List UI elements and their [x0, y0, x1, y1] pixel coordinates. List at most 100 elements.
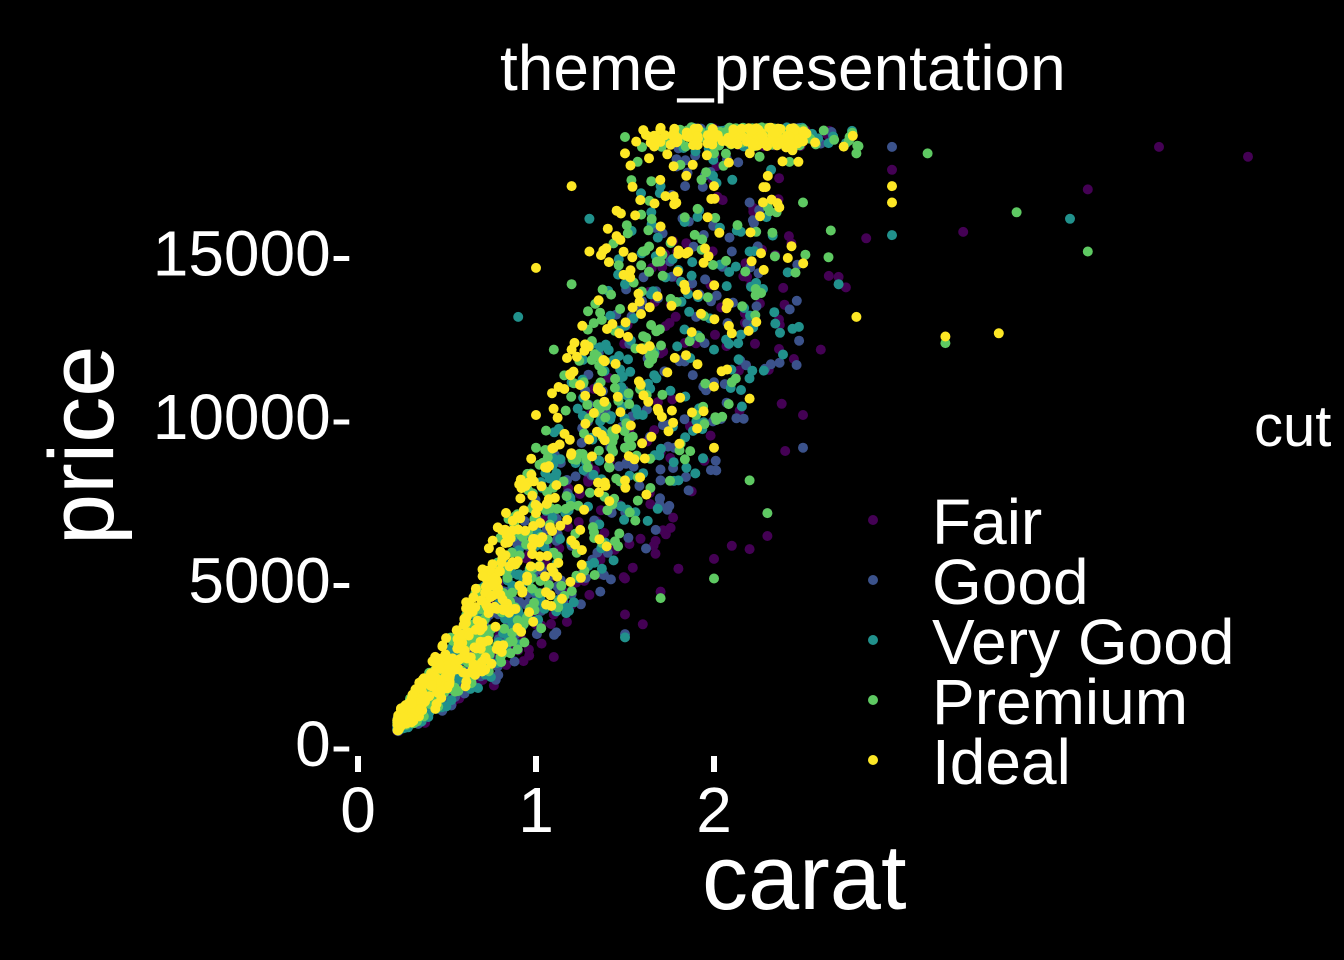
point-premium	[1082, 246, 1093, 257]
point-premium	[851, 148, 862, 159]
point-ideal	[530, 499, 541, 510]
point-ideal	[687, 407, 697, 418]
point-ideal	[659, 130, 670, 141]
point-ideal	[672, 266, 683, 277]
point-very-good	[555, 534, 565, 544]
point-ideal	[428, 671, 439, 682]
point-premium	[541, 425, 551, 436]
point-ideal	[758, 197, 768, 208]
point-ideal	[453, 638, 464, 649]
point-ideal	[620, 482, 631, 493]
point-very-good	[588, 469, 599, 480]
point-ideal	[709, 280, 720, 291]
point-ideal	[579, 504, 590, 515]
point-premium	[646, 320, 657, 330]
point-ideal	[562, 514, 573, 525]
point-premium	[646, 176, 657, 187]
point-very-good	[594, 455, 605, 466]
point-ideal	[580, 390, 591, 401]
point-premium	[726, 377, 737, 388]
point-ideal	[587, 451, 597, 462]
point-good	[679, 414, 690, 425]
point-very-good	[655, 443, 666, 454]
point-premium	[615, 304, 626, 314]
point-premium	[536, 623, 547, 634]
point-premium	[584, 487, 595, 498]
point-good	[784, 304, 795, 315]
point-premium	[825, 225, 836, 236]
point-ideal	[674, 438, 685, 449]
point-premium	[636, 260, 647, 271]
point-ideal	[395, 704, 406, 715]
point-premium	[609, 382, 620, 393]
point-ideal	[698, 406, 709, 417]
point-ideal	[774, 202, 785, 213]
point-ideal	[625, 420, 636, 431]
legend-item-ideal: Ideal	[860, 730, 1300, 794]
point-fair	[1082, 184, 1093, 195]
point-ideal	[430, 703, 441, 714]
point-very-good	[649, 370, 660, 381]
point-ideal	[480, 664, 491, 675]
point-ideal	[584, 246, 595, 257]
point-ideal	[565, 370, 576, 381]
point-premium	[577, 449, 588, 459]
point-ideal	[495, 589, 506, 600]
point-premium	[700, 378, 711, 389]
point-very-good	[747, 365, 758, 376]
point-ideal	[726, 328, 737, 339]
point-ideal	[683, 132, 694, 142]
point-ideal	[692, 359, 703, 370]
point-premium	[621, 220, 632, 231]
point-premium	[708, 260, 718, 270]
point-ideal	[493, 640, 504, 651]
legend-label-ideal: Ideal	[932, 726, 1071, 798]
point-premium	[710, 212, 721, 223]
point-premium	[582, 399, 593, 410]
point-ideal	[627, 252, 638, 263]
point-fair	[798, 410, 808, 420]
point-very-good	[652, 232, 663, 243]
point-premium	[737, 301, 748, 312]
point-very-good	[619, 514, 630, 525]
point-premium	[597, 284, 608, 295]
point-ideal	[673, 245, 684, 256]
point-ideal	[810, 137, 821, 148]
point-ideal	[790, 125, 801, 136]
point-ideal	[527, 549, 538, 559]
point-good	[641, 543, 651, 554]
point-good	[731, 413, 742, 424]
point-premium	[606, 289, 617, 300]
point-ideal	[601, 243, 612, 254]
point-ideal	[638, 125, 649, 136]
point-good	[634, 480, 645, 491]
point-good	[628, 461, 639, 472]
point-ideal	[562, 353, 572, 363]
point-ideal	[686, 327, 697, 338]
point-ideal	[634, 296, 645, 307]
point-ideal	[666, 300, 677, 311]
point-very-good	[561, 604, 572, 614]
point-premium	[593, 445, 604, 456]
point-ideal	[672, 132, 683, 143]
point-very-good	[744, 373, 755, 384]
point-premium	[644, 266, 654, 277]
point-ideal	[798, 126, 809, 137]
point-good	[794, 335, 805, 346]
point-ideal	[702, 212, 713, 223]
point-ideal	[643, 396, 654, 407]
point-fair	[780, 446, 791, 456]
point-ideal	[723, 157, 734, 168]
point-very-good	[608, 555, 619, 566]
point-ideal	[477, 571, 488, 582]
point-ideal	[596, 250, 606, 261]
point-very-good	[758, 365, 769, 376]
point-ideal	[655, 174, 666, 185]
point-ideal	[477, 622, 488, 633]
point-ideal	[534, 561, 545, 572]
point-ideal	[625, 160, 636, 171]
point-premium	[622, 228, 633, 239]
point-premium	[744, 475, 755, 486]
point-ideal	[692, 131, 703, 142]
point-fair	[726, 540, 737, 551]
